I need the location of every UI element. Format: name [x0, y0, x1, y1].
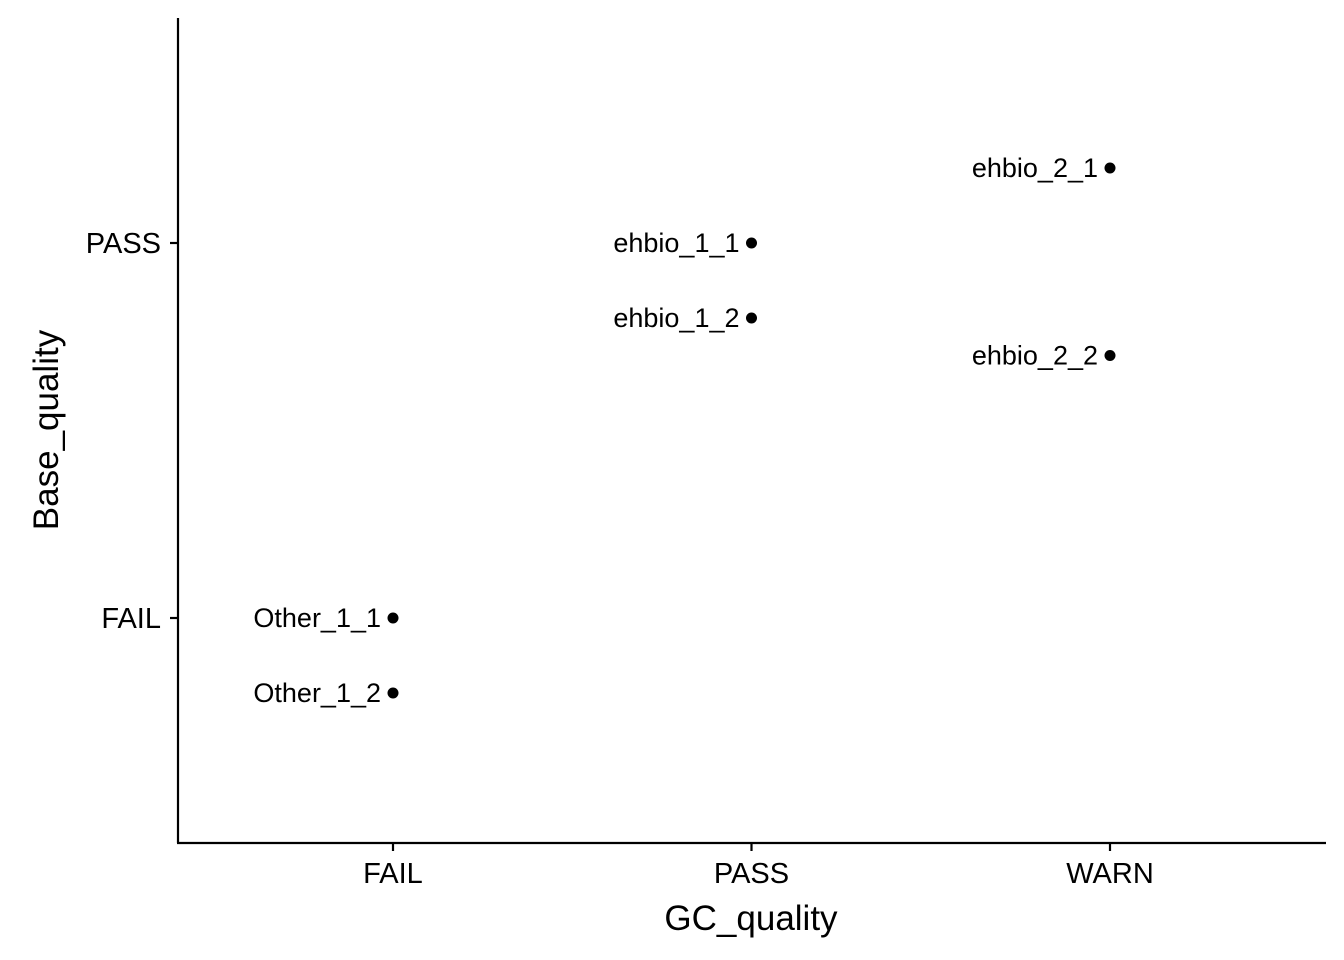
y-tick-label-pass: PASS — [86, 228, 161, 260]
point-label-other-1-1: Other_1_1 — [253, 603, 381, 633]
point-ehbio-2-1 — [1104, 162, 1116, 174]
point-label-ehbio-1-1: ehbio_1_1 — [613, 228, 739, 258]
point-label-ehbio-2-2: ehbio_2_2 — [972, 341, 1098, 371]
point-label-ehbio-2-1: ehbio_2_1 — [972, 153, 1098, 183]
axes — [176, 18, 1326, 845]
x-tick-label-pass: PASS — [714, 858, 789, 890]
point-other-1-2 — [387, 687, 399, 699]
x-tick-label-fail: FAIL — [363, 858, 423, 890]
x-tick-label-warn: WARN — [1066, 858, 1154, 890]
point-ehbio-1-1 — [746, 237, 757, 249]
data-points: ehbio_1_1 ehbio_1_2 ehbio_2_1 ehbio_2_2 Othe… — [253, 153, 1116, 708]
point-label-ehbio-1-2: ehbio_1_2 — [613, 303, 739, 333]
y-axis-title: Base_quality — [27, 329, 66, 530]
point-label-other-1-2: Other_1_2 — [253, 678, 381, 708]
point-ehbio-2-2 — [1104, 350, 1116, 361]
y-axis-ticks: FAIL PASS — [86, 228, 178, 635]
point-ehbio-1-2 — [746, 312, 757, 324]
x-axis-title: GC_quality — [664, 899, 838, 938]
point-other-1-1 — [387, 612, 399, 624]
x-axis-ticks: FAIL PASS WARN — [363, 843, 1154, 890]
y-tick-label-fail: FAIL — [101, 603, 161, 635]
